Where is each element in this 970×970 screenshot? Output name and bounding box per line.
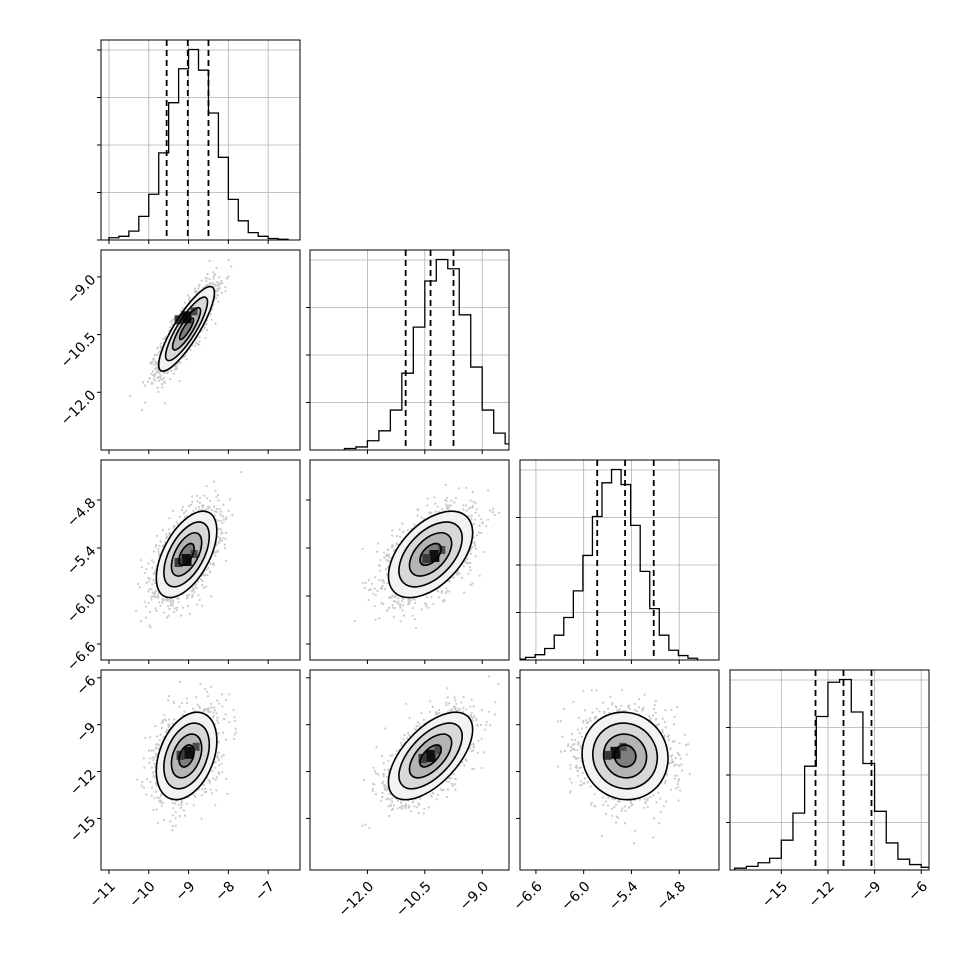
density-cell (418, 753, 427, 763)
density-cell (603, 750, 612, 760)
x-tick-label: −9 (173, 879, 199, 905)
mode-cell (181, 554, 192, 566)
x-tick-label: −4.8 (654, 879, 689, 914)
scatter-panel-2-1 (353, 483, 501, 630)
histogram-panel-3 (730, 670, 929, 870)
x-tick-label: −6 (905, 879, 931, 905)
density-cell (176, 750, 185, 760)
contour-line (419, 744, 442, 768)
histogram-panel-2 (520, 460, 719, 660)
y-tick-label: −9 (73, 720, 99, 746)
y-tick-label: −4.8 (64, 495, 99, 530)
contour-line (164, 296, 209, 362)
contour-line (170, 532, 203, 577)
x-tick-label: −9 (859, 879, 885, 905)
x-tick-label: −5.4 (606, 879, 641, 914)
contour-line (157, 285, 216, 372)
contour-line (581, 711, 669, 801)
contour-line (155, 711, 218, 801)
contour-line (178, 317, 195, 341)
scatter-frame-3-1 (309, 669, 510, 871)
y-tick-label: −6 (73, 673, 99, 699)
contour-line (155, 510, 218, 599)
histogram-frame-2 (519, 459, 720, 661)
mode-cell (425, 749, 436, 762)
histogram-frame-0 (100, 39, 301, 241)
histogram-step (343, 258, 509, 450)
scatter-frame-2-0 (100, 459, 301, 661)
scatter-frame-3-0 (100, 669, 301, 871)
contour-line (163, 521, 211, 588)
scatter-panel-1-0 (129, 258, 233, 412)
y-tick-label: −15 (67, 813, 99, 845)
contour-line (408, 733, 453, 779)
contour-line (602, 733, 648, 779)
y-tick-label: −12.0 (58, 387, 100, 429)
density-cell (174, 315, 183, 325)
contour-line (592, 722, 659, 790)
x-tick-label: −11 (87, 879, 119, 911)
mode-cell (610, 746, 621, 759)
x-tick-label: −10.5 (393, 879, 435, 921)
histogram-step (520, 468, 699, 660)
density-cell (619, 742, 627, 751)
contour-line (178, 744, 195, 768)
histogram-frame-1 (309, 249, 510, 451)
density-cell (434, 745, 442, 754)
scatter-panel-3-2 (556, 689, 691, 845)
contour-line (387, 711, 474, 801)
y-tick-label: −6.6 (64, 639, 99, 674)
x-tick-label: −12 (806, 879, 838, 911)
scatter-panel-2-0 (135, 471, 243, 629)
histogram-step (108, 48, 289, 240)
density-cell (192, 742, 200, 751)
histogram-step (734, 678, 929, 870)
density-cell (190, 307, 198, 316)
y-tick-label: −10.5 (58, 330, 100, 372)
histogram-frame-3 (729, 669, 930, 871)
x-tick-label: −9.0 (457, 879, 492, 914)
mode-cell (429, 550, 440, 562)
x-tick-label: −8 (212, 879, 238, 905)
y-tick-label: −5.4 (64, 543, 99, 578)
density-cell (438, 546, 446, 554)
x-tick-label: −10 (126, 879, 158, 911)
x-tick-label: −15 (759, 879, 791, 911)
contour-line (408, 532, 453, 577)
y-tick-label: −12 (67, 767, 99, 799)
scatter-frame-2-1 (309, 459, 510, 661)
x-tick-label: −12.0 (336, 879, 378, 921)
contour-line (171, 306, 202, 351)
contour-line (178, 542, 195, 567)
density-cell (190, 550, 198, 558)
contour-line (398, 722, 463, 790)
contour-line (419, 542, 442, 567)
contour-line (170, 733, 203, 779)
contour-line (163, 722, 211, 790)
mode-cell (183, 746, 194, 759)
y-tick-label: −6.0 (64, 591, 99, 626)
histogram-panel-1 (310, 250, 509, 450)
scatter-panel-3-0 (136, 680, 238, 832)
x-tick-label: −7 (252, 879, 278, 905)
scatter-frame-3-2 (519, 669, 720, 871)
scatter-frame-1-0 (100, 249, 301, 451)
scatter-panel-3-1 (361, 675, 500, 829)
y-tick-label: −9.0 (64, 272, 99, 307)
density-cell (422, 554, 431, 563)
contour-line (387, 510, 474, 599)
x-tick-label: −6.0 (558, 879, 593, 914)
contour-line (613, 744, 637, 768)
x-tick-label: −6.6 (510, 879, 545, 914)
histogram-panel-0 (101, 40, 300, 240)
contour-line (398, 521, 463, 588)
